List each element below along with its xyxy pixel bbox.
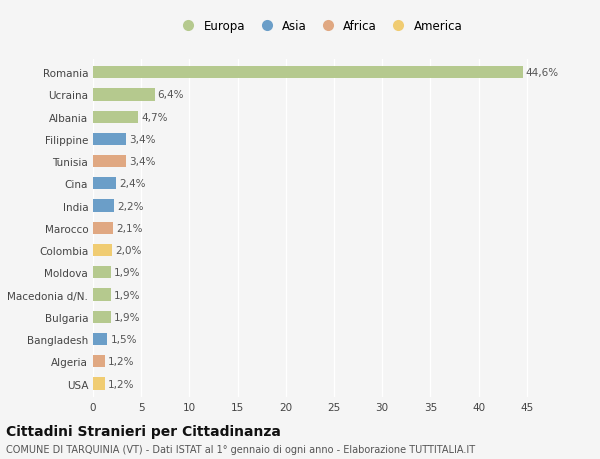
Text: 2,1%: 2,1% [116,224,143,233]
Legend: Europa, Asia, Africa, America: Europa, Asia, Africa, America [172,15,467,37]
Text: 4,7%: 4,7% [141,112,167,123]
Bar [93,267,112,279]
Bar [93,178,116,190]
Bar [93,333,107,346]
Bar [93,245,112,257]
Bar [93,289,112,301]
Text: 2,4%: 2,4% [119,179,146,189]
Text: COMUNE DI TARQUINIA (VT) - Dati ISTAT al 1° gennaio di ogni anno - Elaborazione : COMUNE DI TARQUINIA (VT) - Dati ISTAT al… [6,444,475,454]
Text: Cittadini Stranieri per Cittadinanza: Cittadini Stranieri per Cittadinanza [6,425,281,438]
Bar [93,89,155,101]
Text: 1,2%: 1,2% [107,379,134,389]
Text: 44,6%: 44,6% [526,68,559,78]
Bar [93,111,139,123]
Bar [93,378,104,390]
Text: 1,2%: 1,2% [107,357,134,367]
Text: 1,9%: 1,9% [114,268,141,278]
Bar [93,156,126,168]
Bar [93,200,114,212]
Text: 2,2%: 2,2% [117,201,143,211]
Text: 2,0%: 2,0% [115,246,142,256]
Bar [93,311,112,323]
Text: 1,9%: 1,9% [114,312,141,322]
Text: 3,4%: 3,4% [128,157,155,167]
Bar [93,355,104,368]
Text: 6,4%: 6,4% [158,90,184,100]
Bar [93,222,113,235]
Bar [93,67,523,79]
Text: 1,9%: 1,9% [114,290,141,300]
Text: 1,5%: 1,5% [110,334,137,344]
Bar [93,134,126,146]
Text: 3,4%: 3,4% [128,134,155,145]
